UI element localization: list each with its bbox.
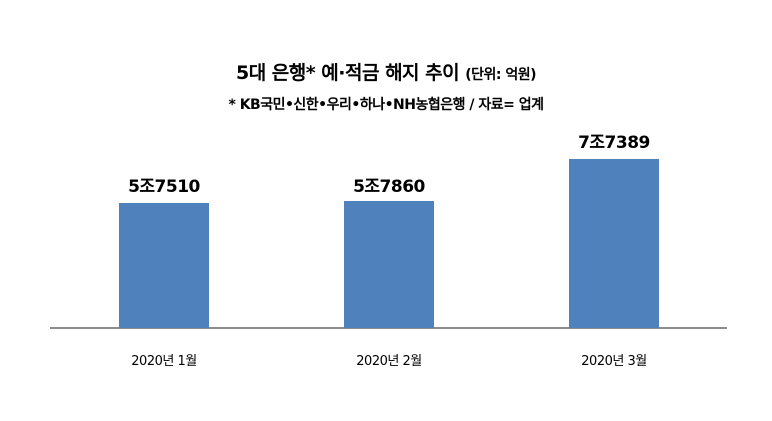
chart-title-text: 5대 은행* 예·적금 해지 추이	[235, 62, 460, 84]
chart-title: 5대 은행* 예·적금 해지 추이 (단위: 억원)	[0, 58, 772, 85]
x-tick-label-mar: 2020년 3월	[581, 354, 647, 369]
x-axis-line	[50, 327, 727, 329]
data-label-feb: 5조7860	[353, 177, 425, 197]
data-label-jan: 5조7510	[128, 177, 200, 197]
x-tick-label-feb: 2020년 2월	[356, 354, 422, 369]
data-label-mar: 7조7389	[578, 133, 650, 153]
chart-title-unit: (단위: 억원)	[465, 67, 537, 83]
chart-subtitle: * KB국민•신한•우리•하나•NH농협은행 / 자료= 업계	[228, 97, 545, 113]
bar-feb	[344, 201, 434, 328]
bar-mar	[569, 159, 659, 328]
bar-jan	[119, 203, 209, 328]
x-tick-label-jan: 2020년 1월	[131, 354, 197, 369]
